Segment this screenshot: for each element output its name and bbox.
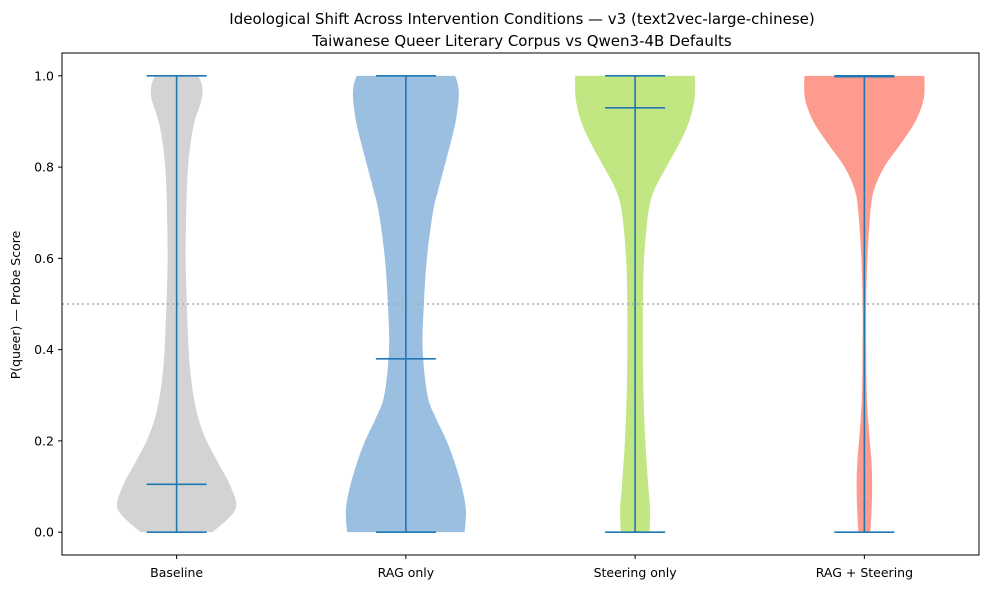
chart-subtitle: Taiwanese Queer Literary Corpus vs Qwen3… <box>311 32 732 50</box>
y-tick-label: 0.8 <box>34 160 54 175</box>
x-axis: Baseline RAG only Steering only RAG + Steer… <box>150 555 913 580</box>
y-tick-label: 0.6 <box>34 251 54 266</box>
y-tick-label: 0.0 <box>34 525 54 540</box>
y-axis: 0.0 0.2 0.4 0.6 0.8 1.0 <box>34 68 62 540</box>
y-tick-label: 0.4 <box>34 342 54 357</box>
stats-layer <box>146 75 895 533</box>
y-tick-label: 1.0 <box>34 68 54 83</box>
x-tick-label: RAG + Steering <box>816 565 913 580</box>
x-tick-label: RAG only <box>378 565 435 580</box>
x-tick-label: Steering only <box>594 565 678 580</box>
plot-frame <box>61 52 980 556</box>
y-axis-label: P(queer) — Probe Score <box>8 230 23 379</box>
x-tick-label: Baseline <box>150 565 203 580</box>
chart-title: Ideological Shift Across Intervention Co… <box>229 10 814 28</box>
y-tick-label: 0.2 <box>34 433 54 448</box>
